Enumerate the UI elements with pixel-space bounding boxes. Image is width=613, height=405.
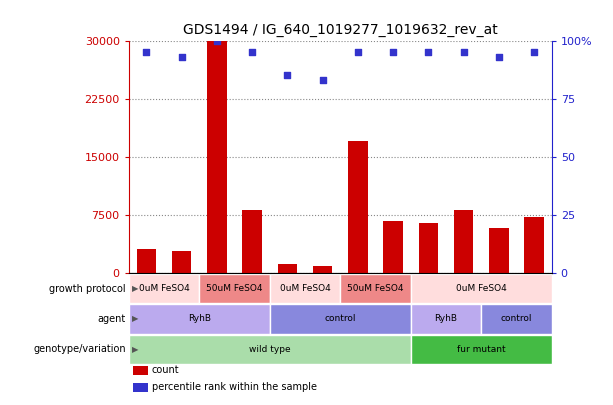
Point	[353, 49, 363, 55]
Text: genotype/variation: genotype/variation	[33, 344, 126, 354]
Text: percentile rank within the sample: percentile rank within the sample	[152, 382, 317, 392]
Point	[424, 49, 433, 55]
Bar	[383, 221, 403, 273]
Text: ▶: ▶	[132, 284, 139, 293]
Text: growth protocol: growth protocol	[49, 284, 126, 294]
Text: 0uM FeSO4: 0uM FeSO4	[456, 284, 506, 293]
Bar	[454, 210, 473, 273]
Bar	[129, 305, 270, 334]
Text: 50uM FeSO4: 50uM FeSO4	[347, 284, 404, 293]
Bar	[348, 141, 368, 273]
Text: RyhB: RyhB	[188, 314, 211, 324]
Bar	[411, 335, 552, 364]
Title: GDS1494 / IG_640_1019277_1019632_rev_at: GDS1494 / IG_640_1019277_1019632_rev_at	[183, 23, 498, 37]
Bar	[129, 274, 199, 303]
Bar	[207, 40, 227, 273]
Text: 50uM FeSO4: 50uM FeSO4	[206, 284, 263, 293]
Point	[142, 49, 151, 55]
Text: wild type: wild type	[249, 345, 291, 354]
Bar	[199, 274, 270, 303]
Text: control: control	[324, 314, 356, 324]
Bar	[137, 249, 156, 273]
Point	[529, 49, 539, 55]
Text: agent: agent	[97, 314, 126, 324]
Bar	[270, 305, 411, 334]
Point	[283, 72, 292, 79]
Bar	[313, 266, 332, 273]
Bar	[411, 305, 481, 334]
Bar	[419, 223, 438, 273]
Text: fur mutant: fur mutant	[457, 345, 506, 354]
Point	[212, 37, 222, 44]
Point	[494, 53, 504, 60]
Bar	[411, 274, 552, 303]
Point	[177, 53, 186, 60]
Bar	[133, 383, 148, 392]
Point	[459, 49, 468, 55]
Text: ▶: ▶	[132, 345, 139, 354]
Text: control: control	[501, 314, 532, 324]
Text: 0uM FeSO4: 0uM FeSO4	[139, 284, 189, 293]
Bar	[524, 217, 544, 273]
Text: RyhB: RyhB	[435, 314, 457, 324]
Text: ▶: ▶	[132, 314, 139, 324]
Bar	[242, 210, 262, 273]
Bar	[481, 305, 552, 334]
Text: count: count	[152, 365, 180, 375]
Bar	[340, 274, 411, 303]
Point	[247, 49, 257, 55]
Bar	[270, 274, 340, 303]
Bar	[133, 366, 148, 375]
Bar	[278, 264, 297, 273]
Bar	[129, 335, 411, 364]
Point	[318, 77, 327, 83]
Bar	[172, 251, 191, 273]
Point	[388, 49, 398, 55]
Text: 0uM FeSO4: 0uM FeSO4	[280, 284, 330, 293]
Bar	[489, 228, 509, 273]
